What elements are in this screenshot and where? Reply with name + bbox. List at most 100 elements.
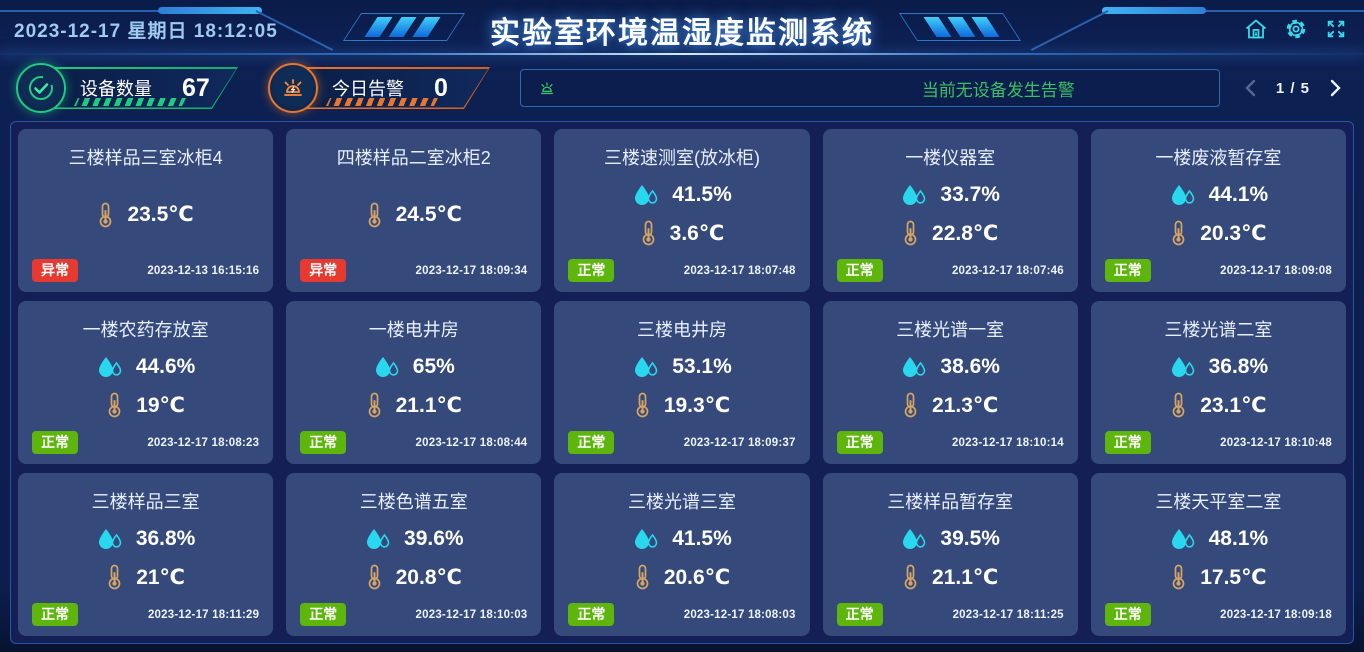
humidity-reading: 48.1%: [1169, 527, 1268, 551]
timestamp: 2023-12-17 18:08:44: [415, 436, 528, 449]
home-icon[interactable]: [1244, 17, 1268, 41]
humidity-value: 33.7%: [940, 183, 1000, 207]
humidity-reading: 38.6%: [900, 355, 1000, 379]
humidity-value: 41.5%: [672, 527, 732, 551]
humidity-value: 39.5%: [940, 527, 1000, 551]
temperature-reading: 21.1℃: [366, 392, 462, 418]
sensor-card[interactable]: 一楼电井房 65% 21.1℃ 正常 2023-12-: [286, 301, 542, 464]
temperature-value: 20.8℃: [395, 565, 462, 589]
sensor-card[interactable]: 三楼天平室二室 48.1% 17.5℃ 正常 2023: [1090, 473, 1346, 636]
room-name: 一楼仪器室: [905, 148, 996, 168]
status-badge: 正常: [300, 603, 347, 626]
temperature-value: 23.1℃: [1200, 393, 1267, 417]
sensor-card[interactable]: 三楼色谱五室 39.6% 20.8℃ 正常 2023-: [286, 473, 542, 636]
humidity-value: 39.6%: [404, 527, 464, 551]
toolbar: 设备数量 67 今日告警 0 当前无设备发生告警: [0, 55, 1364, 117]
humidity-reading: 36.8%: [96, 527, 195, 551]
humidity-reading: 39.5%: [900, 527, 1000, 551]
temperature-value: 19℃: [136, 393, 185, 417]
water-drops-icon: [1171, 529, 1194, 550]
thermometer-icon: [642, 220, 655, 246]
temperature-value: 24.5℃: [395, 203, 462, 227]
thermometer-icon: [904, 220, 917, 246]
temperature-reading: 21.1℃: [902, 564, 998, 590]
siren-icon: [268, 63, 318, 113]
gear-icon[interactable]: [1284, 17, 1308, 41]
sensor-card[interactable]: 三楼速测室(放冰柜) 41.5% 3.6℃ 正常 20: [554, 129, 810, 292]
temperature-value: 21.3℃: [932, 393, 999, 417]
humidity-value: 65%: [412, 355, 455, 379]
status-badge: 正常: [1104, 431, 1151, 454]
alert-banner-message: 当前无设备发生告警: [921, 80, 1075, 100]
temperature-value: 19.3℃: [663, 393, 731, 417]
timestamp: 2023-12-17 18:11:25: [952, 608, 1064, 621]
sensor-card[interactable]: 三楼光谱二室 36.8% 23.1℃ 正常 2023-: [1090, 301, 1346, 464]
timestamp: 2023-12-17 18:09:37: [683, 436, 796, 449]
sensor-card[interactable]: 一楼仪器室 33.7% 22.8℃ 正常 2023-1: [822, 129, 1078, 292]
humidity-reading: 39.6%: [364, 527, 464, 551]
sensor-card[interactable]: 四楼样品二室冰柜2 24.5℃ 异常 2023-12-17 18:09:34: [286, 129, 542, 292]
prev-page-button[interactable]: [1242, 79, 1260, 97]
humidity-value: 44.6%: [135, 355, 196, 379]
temperature-reading: 19.3℃: [634, 392, 730, 418]
water-drops-icon: [903, 357, 926, 378]
timestamp: 2023-12-17 18:07:48: [683, 264, 796, 277]
timestamp: 2023-12-17 18:07:46: [951, 264, 1064, 277]
temperature-value: 21.1℃: [932, 565, 999, 589]
humidity-value: 38.6%: [940, 355, 1000, 379]
thermometer-icon: [1172, 392, 1185, 418]
water-drops-icon: [375, 357, 399, 378]
water-drops-icon: [635, 529, 658, 550]
water-drops-icon: [1171, 185, 1194, 206]
thermometer-icon: [100, 202, 112, 227]
sensor-card[interactable]: 三楼样品暂存室 39.5% 21.1℃ 正常 2023: [822, 473, 1078, 636]
temperature-value: 21℃: [136, 565, 185, 589]
fullscreen-icon[interactable]: [1324, 17, 1348, 41]
water-drops-icon: [367, 529, 390, 550]
thermometer-icon: [368, 202, 380, 227]
humidity-reading: 41.5%: [632, 527, 732, 551]
temperature-reading: 19℃: [106, 392, 185, 418]
room-name: 三楼样品暂存室: [887, 492, 1014, 512]
header-icons: [1244, 17, 1348, 41]
temperature-value: 22.8℃: [932, 221, 999, 245]
banner-siren-icon: [540, 82, 554, 95]
sensor-card[interactable]: 一楼废液暂存室 44.1% 20.3℃ 正常 2023: [1090, 129, 1346, 292]
sensor-card[interactable]: 三楼光谱三室 41.5% 20.6℃ 正常 2023-: [554, 473, 810, 636]
status-badge: 正常: [32, 431, 78, 454]
thermometer-icon: [108, 392, 121, 418]
room-name: 三楼电井房: [636, 320, 727, 340]
humidity-reading: 65%: [373, 355, 455, 379]
sensor-card[interactable]: 三楼样品三室冰柜4 23.5℃ 异常 2023-12-13 16:15:16: [18, 129, 274, 292]
room-name: 一楼农药存放室: [82, 320, 209, 340]
sensor-grid-panel: 三楼样品三室冰柜4 23.5℃ 异常 2023-12-13 16:15:16 四…: [10, 121, 1354, 644]
status-badge: 正常: [1104, 603, 1151, 626]
room-name: 三楼天平室二室: [1155, 492, 1282, 512]
status-badge: 正常: [32, 603, 78, 626]
status-badge: 异常: [300, 259, 347, 282]
temperature-reading: 21.3℃: [902, 392, 998, 418]
temperature-reading: 3.6℃: [640, 220, 725, 246]
sensor-card[interactable]: 三楼光谱一室 38.6% 21.3℃ 正常 2023-: [822, 301, 1078, 464]
temperature-value: 20.3℃: [1200, 221, 1267, 245]
sensor-card[interactable]: 一楼农药存放室 44.6% 19℃ 正常 2023-1: [18, 301, 274, 464]
sensor-card[interactable]: 三楼样品三室 36.8% 21℃ 正常 2023-12: [18, 473, 274, 636]
temperature-value: 20.6℃: [663, 565, 731, 589]
timestamp: 2023-12-17 18:08:23: [147, 436, 260, 449]
temperature-value: 23.5℃: [127, 203, 194, 227]
pagination: 1 / 5: [1242, 79, 1350, 97]
temperature-reading: 21℃: [106, 564, 185, 590]
status-badge: 正常: [568, 431, 615, 454]
timestamp: 2023-12-17 18:09:34: [415, 264, 528, 277]
thermometer-icon: [636, 564, 649, 590]
temperature-value: 3.6℃: [669, 221, 725, 245]
water-drops-icon: [98, 529, 122, 550]
thermometer-icon: [636, 392, 649, 418]
device-count-widget: 设备数量 67: [16, 63, 238, 113]
room-name: 三楼光谱一室: [896, 320, 1005, 340]
temperature-reading: 20.8℃: [366, 564, 462, 590]
sensor-card[interactable]: 三楼电井房 53.1% 19.3℃ 正常 2023-1: [554, 301, 810, 464]
next-page-button[interactable]: [1326, 79, 1344, 97]
humidity-reading: 36.8%: [1169, 355, 1268, 379]
temperature-reading: 20.3℃: [1170, 220, 1267, 246]
